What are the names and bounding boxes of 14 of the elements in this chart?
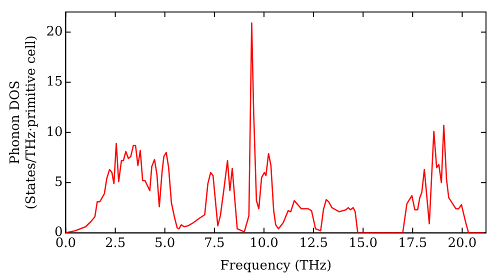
x-tick-label: 5.0 [154,236,176,251]
x-tick-label: 20.0 [448,236,477,251]
y-tick-label: 10 [46,124,63,140]
x-tick-label: 17.5 [398,236,428,251]
y-tick-label: 20 [46,24,63,40]
x-tick-label: 10.0 [250,236,278,251]
x-tick-label: 12.5 [299,236,328,251]
x-tick-label: 7.5 [204,236,225,251]
y-tick-label: 15 [46,74,63,90]
y-tick-label: 5 [54,174,63,190]
x-tick-label: 15.0 [348,236,378,251]
x-axis-title: Frequency (THz) [220,258,332,274]
y-axis-title: Phonon DOS (States/THz·primitive cell) [8,35,39,210]
x-tick-label: 2.5 [104,236,126,251]
